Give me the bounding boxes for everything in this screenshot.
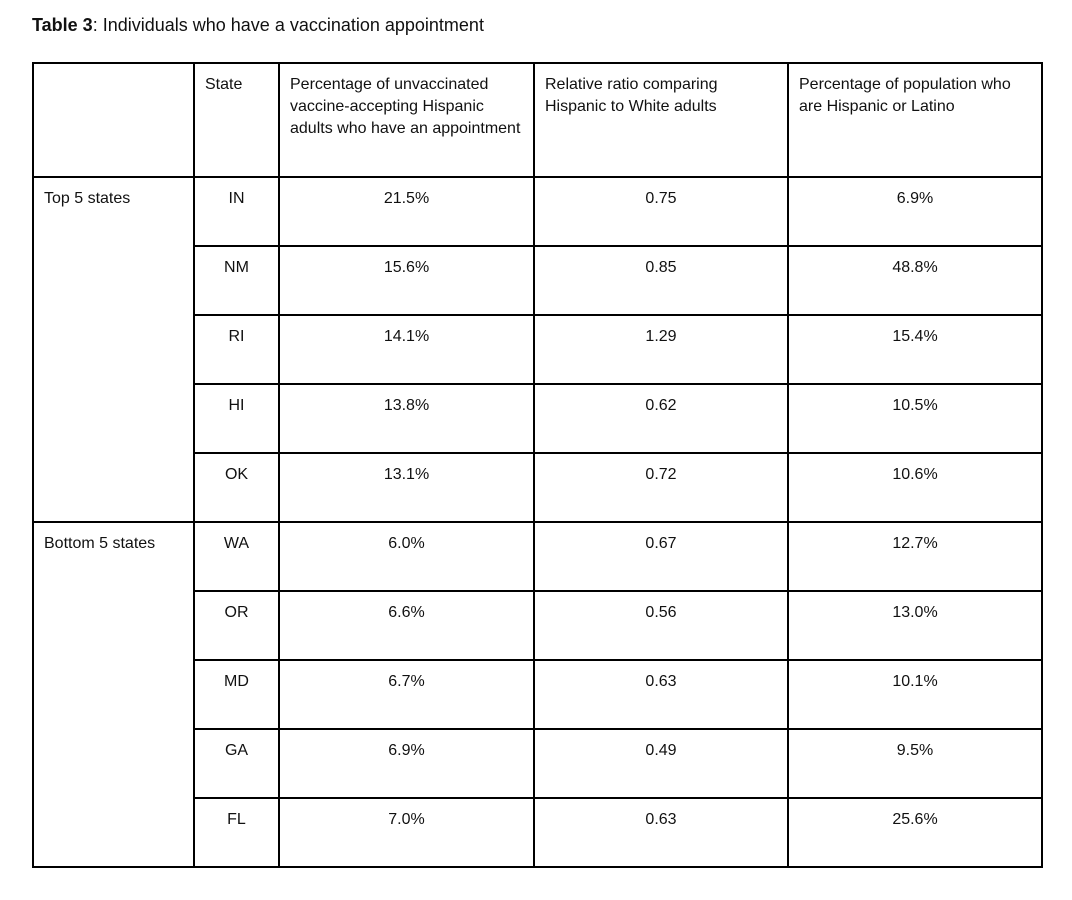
- pct-appointment-cell: 6.0%: [278, 521, 535, 592]
- pct-appointment-cell: 15.6%: [278, 245, 535, 316]
- header-row: State Percentage of unvaccinated vaccine…: [32, 62, 1043, 178]
- ratio-cell: 0.67: [533, 521, 789, 592]
- table-row: MD 6.7% 0.63 10.1%: [33, 659, 1043, 730]
- state-cell: OR: [193, 590, 280, 661]
- table-caption-text: : Individuals who have a vaccination app…: [92, 15, 484, 35]
- ratio-cell: 0.75: [533, 176, 789, 247]
- table-caption-label: Table 3: [32, 15, 93, 35]
- ratio-cell: 0.72: [533, 452, 789, 523]
- pct-appointment-cell: 13.1%: [278, 452, 535, 523]
- table-caption: Table 3: Individuals who have a vaccinat…: [32, 14, 1041, 36]
- pct-population-cell: 10.6%: [787, 452, 1043, 523]
- header-ratio: Relative ratio comparing Hispanic to Whi…: [533, 62, 789, 178]
- pct-population-cell: 6.9%: [787, 176, 1043, 247]
- pct-population-cell: 12.7%: [787, 521, 1043, 592]
- state-cell: RI: [193, 314, 280, 385]
- ratio-cell: 0.85: [533, 245, 789, 316]
- pct-population-cell: 10.5%: [787, 383, 1043, 454]
- pct-appointment-cell: 6.9%: [278, 728, 535, 799]
- pct-population-cell: 25.6%: [787, 797, 1043, 868]
- state-cell: GA: [193, 728, 280, 799]
- table-row: OR 6.6% 0.56 13.0%: [33, 590, 1043, 661]
- pct-appointment-cell: 13.8%: [278, 383, 535, 454]
- vaccination-appointment-table: State Percentage of unvaccinated vaccine…: [32, 62, 1043, 868]
- table-row: RI 14.1% 1.29 15.4%: [33, 314, 1043, 385]
- pct-population-cell: 10.1%: [787, 659, 1043, 730]
- ratio-cell: 0.63: [533, 797, 789, 868]
- group-label-bottom5: Bottom 5 states: [32, 521, 195, 868]
- table-row: Top 5 states IN 21.5% 0.75 6.9%: [32, 176, 1043, 523]
- pct-population-cell: 48.8%: [787, 245, 1043, 316]
- ratio-cell: 0.56: [533, 590, 789, 661]
- state-cell: NM: [193, 245, 280, 316]
- state-cell: OK: [193, 452, 280, 523]
- header-state: State: [193, 62, 280, 178]
- group-label-top5: Top 5 states: [32, 176, 195, 523]
- header-pct-population: Percentage of population who are Hispani…: [787, 62, 1043, 178]
- state-cell: FL: [193, 797, 280, 868]
- pct-appointment-cell: 14.1%: [278, 314, 535, 385]
- pct-appointment-cell: 6.6%: [278, 590, 535, 661]
- pct-appointment-cell: 7.0%: [278, 797, 535, 868]
- table-row: HI 13.8% 0.62 10.5%: [33, 383, 1043, 454]
- pct-appointment-cell: 21.5%: [278, 176, 535, 247]
- state-cell: IN: [193, 176, 280, 247]
- pct-population-cell: 15.4%: [787, 314, 1043, 385]
- table-row: FL 7.0% 0.63 25.6%: [33, 797, 1043, 868]
- header-group: [32, 62, 195, 178]
- table-row: GA 6.9% 0.49 9.5%: [33, 728, 1043, 799]
- header-pct-appointment: Percentage of unvaccinated vaccine-accep…: [278, 62, 535, 178]
- ratio-cell: 0.62: [533, 383, 789, 454]
- pct-population-cell: 9.5%: [787, 728, 1043, 799]
- state-cell: HI: [193, 383, 280, 454]
- ratio-cell: 0.63: [533, 659, 789, 730]
- state-cell: WA: [193, 521, 280, 592]
- table-row: NM 15.6% 0.85 48.8%: [33, 245, 1043, 316]
- ratio-cell: 0.49: [533, 728, 789, 799]
- pct-population-cell: 13.0%: [787, 590, 1043, 661]
- table-row: OK 13.1% 0.72 10.6%: [33, 452, 1043, 523]
- page: Table 3: Individuals who have a vaccinat…: [32, 14, 1043, 868]
- table-row: Bottom 5 states WA 6.0% 0.67 12.7%: [32, 521, 1043, 868]
- pct-appointment-cell: 6.7%: [278, 659, 535, 730]
- ratio-cell: 1.29: [533, 314, 789, 385]
- state-cell: MD: [193, 659, 280, 730]
